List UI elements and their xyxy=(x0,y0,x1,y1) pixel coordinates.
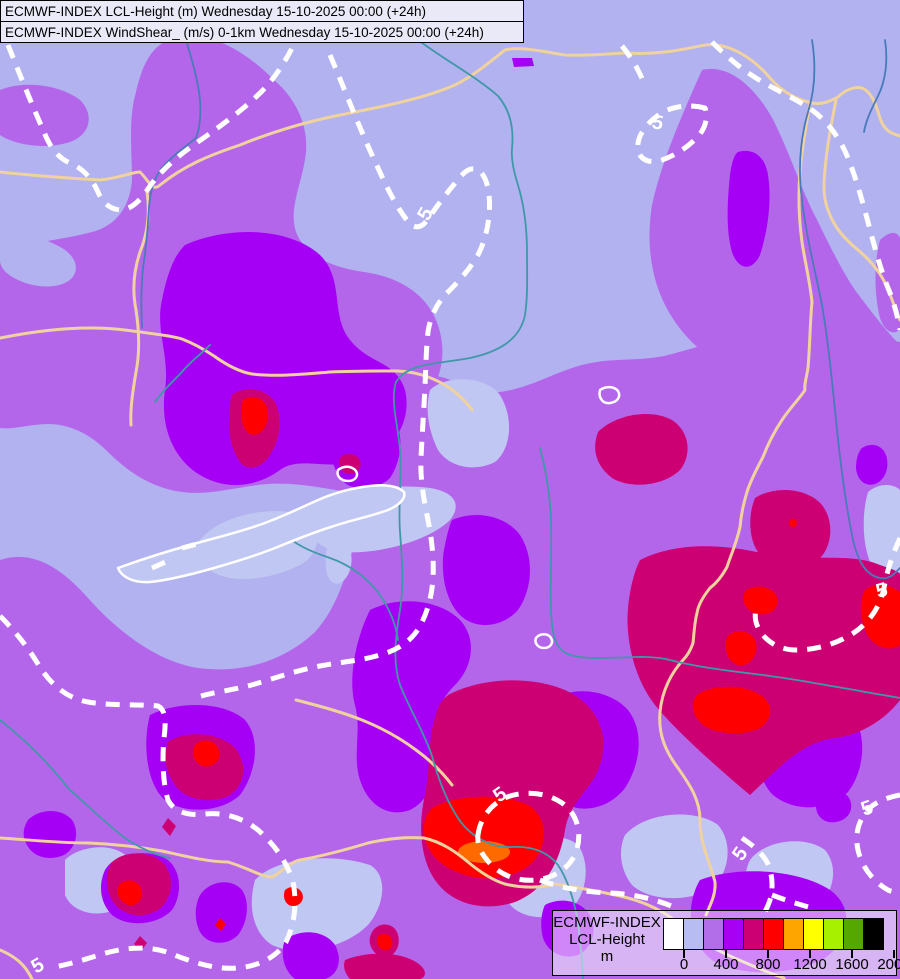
lake-balaton-outline xyxy=(116,484,406,584)
legend-ticks: 0 400 800 1200 1600 2000 xyxy=(663,911,900,977)
rivers-blue xyxy=(140,39,900,580)
legend-color-scale xyxy=(663,918,884,950)
small-lake-outline xyxy=(336,465,359,483)
legend-tick-label: 2000 xyxy=(877,956,900,973)
legend-titles: ECMWF-INDEX LCL-Height m xyxy=(553,914,661,965)
legend-tick-mark xyxy=(725,950,727,958)
windshear-contours xyxy=(0,40,900,971)
map-title-windshear-text: ECMWF-INDEX WindShear_ (m/s) 0-1km Wedne… xyxy=(5,24,484,40)
legend-tick-label: 400 xyxy=(713,956,739,973)
map-title-windshear: ECMWF-INDEX WindShear_ (m/s) 0-1km Wedne… xyxy=(0,21,524,43)
rivers-teal xyxy=(0,39,900,979)
map-title-lcl-height-text: ECMWF-INDEX LCL-Height (m) Wednesday 15-… xyxy=(5,3,427,19)
small-lake-outline-2 xyxy=(534,633,554,650)
legend-tick-mark xyxy=(809,950,811,958)
map-title-lcl-height: ECMWF-INDEX LCL-Height (m) Wednesday 15-… xyxy=(0,0,524,22)
legend-tick-mark xyxy=(683,950,685,958)
lake-velence-outline xyxy=(598,385,621,405)
legend-title-model: ECMWF-INDEX xyxy=(553,914,661,931)
legend-color-cell xyxy=(863,918,884,950)
legend-tick-label: 800 xyxy=(755,956,781,973)
legend-tick-mark xyxy=(893,950,895,958)
legend-unit: m xyxy=(600,948,614,965)
legend-tick-label: 0 xyxy=(679,956,689,973)
legend-tick-label: 1600 xyxy=(835,956,869,973)
legend-tick-mark xyxy=(767,950,769,958)
legend-title-parameter: LCL-Height xyxy=(569,931,645,948)
legend-tick-label: 1200 xyxy=(793,956,827,973)
windshear-contour-label: 5 xyxy=(874,579,890,603)
lcl-band-0-200-notch xyxy=(0,231,76,287)
lake-outlines xyxy=(116,385,621,650)
legend: ECMWF-INDEX LCL-Height m 0 400 800 1200 1600… xyxy=(552,910,900,977)
lcl-band-800-1000 xyxy=(118,396,900,951)
windshear-contour-label: 5 xyxy=(650,111,665,135)
legend-tick-mark xyxy=(851,950,853,958)
